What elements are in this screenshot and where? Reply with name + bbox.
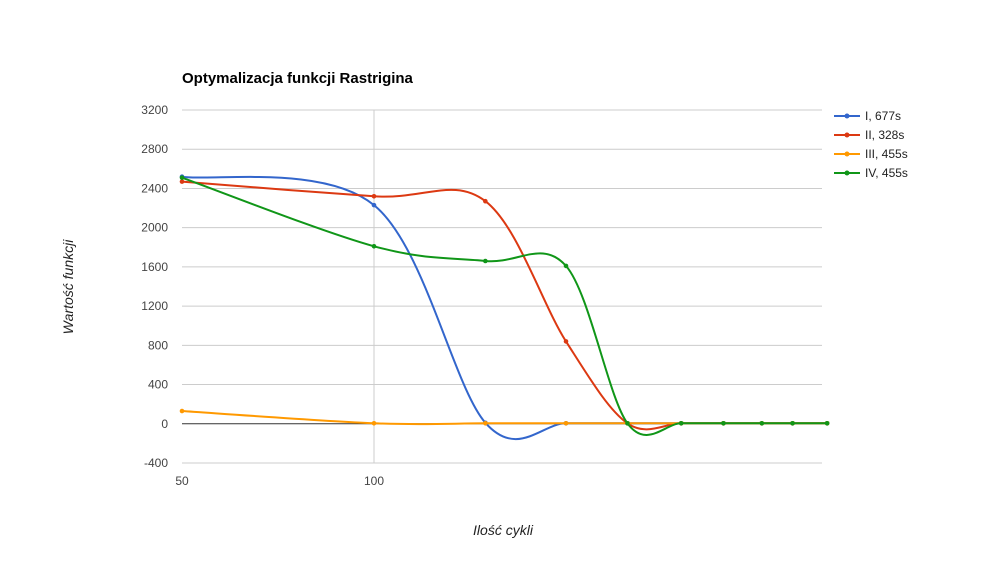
data-point [721, 420, 726, 426]
data-point [483, 420, 488, 426]
data-point [790, 420, 795, 426]
y-axis-title: Wartość funkcji [60, 239, 76, 335]
y-tick-label: 2400 [141, 181, 168, 195]
legend-marker [844, 170, 850, 176]
series-line [181, 410, 828, 426]
legend-label: IV, 455s [865, 166, 908, 180]
data-point [563, 263, 569, 269]
y-tick-label: 400 [148, 378, 168, 392]
legend-marker [844, 151, 850, 157]
legend: I, 677s II, 328s III, 455s IV, 455s [834, 109, 908, 180]
x-axis-title: Ilość cykli [473, 522, 534, 538]
series-2 [179, 179, 830, 431]
y-tick-label: 2800 [141, 142, 168, 156]
y-tick-label: -400 [144, 456, 168, 470]
y-tick-label: 2000 [141, 221, 168, 235]
data-point [371, 243, 377, 249]
y-tick-labels: -400 0 400 800 1200 1600 2000 2400 2800 3200 [141, 103, 168, 470]
legend-marker [844, 132, 850, 138]
chart-title: Optymalizacja funkcji Rastrigina [182, 70, 414, 87]
legend-item: III, 455s [834, 147, 908, 161]
data-point [483, 258, 488, 264]
legend-label: I, 677s [865, 109, 901, 123]
data-point [678, 420, 684, 426]
data-point [483, 198, 488, 204]
x-tick-label: 100 [364, 474, 384, 488]
legend-item: IV, 455s [834, 166, 908, 180]
data-point [371, 202, 377, 208]
data-point [371, 193, 377, 199]
series-group [179, 174, 830, 441]
grid [182, 109, 822, 464]
series-line [181, 176, 828, 436]
data-point [179, 408, 185, 414]
y-tick-label: 1600 [141, 260, 168, 274]
x-tick-labels: 50 100 [175, 474, 384, 488]
legend-label: II, 328s [865, 128, 904, 142]
data-point [371, 420, 377, 426]
legend-item: II, 328s [834, 128, 904, 142]
x-tick-label: 50 [175, 474, 189, 488]
y-tick-label: 0 [161, 417, 168, 431]
data-point [563, 339, 569, 344]
legend-label: III, 455s [865, 147, 908, 161]
data-point [824, 420, 830, 426]
data-point [179, 175, 185, 180]
legend-marker [844, 113, 850, 119]
series-line [181, 180, 828, 431]
y-tick-label: 800 [148, 338, 168, 352]
data-point [759, 420, 765, 426]
data-point [563, 420, 569, 426]
y-tick-label: 1200 [141, 299, 168, 313]
series-4 [179, 175, 830, 436]
series-line [181, 175, 828, 441]
data-point [625, 420, 630, 426]
data-point [179, 179, 185, 184]
legend-item: I, 677s [834, 109, 901, 123]
y-tick-label: 3200 [141, 103, 168, 117]
